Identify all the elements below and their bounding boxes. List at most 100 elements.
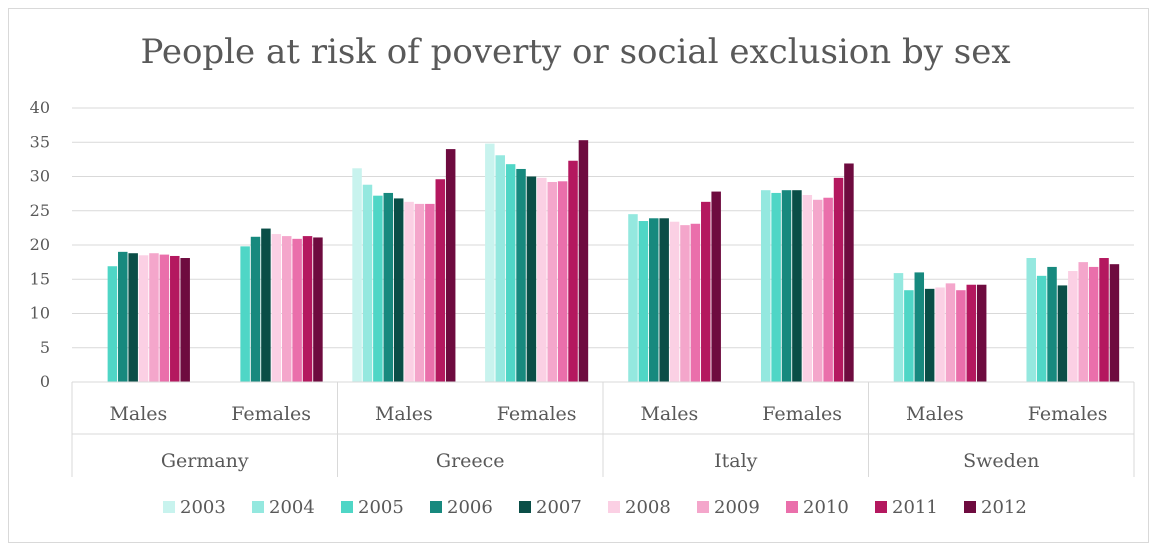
x-subcategory-label: Males [109,403,167,425]
bar [414,203,425,382]
bar [781,190,792,382]
bar [568,160,578,382]
x-subcategory-label: Males [640,403,698,425]
bar [425,203,435,382]
bar [383,192,394,382]
legend-swatch [163,501,175,513]
bar [844,163,854,382]
legend-label: 2007 [536,497,582,518]
bar [261,228,271,382]
bar [302,236,313,382]
legend-swatch [875,501,887,513]
y-axis-ticks: 0 5 10 15 20 25 30 35 40 [30,98,50,391]
y-tick-label: 15 [30,269,50,288]
bar [966,284,977,382]
y-tick-label: 10 [30,304,50,323]
y-tick-label: 0 [40,372,50,391]
bar [495,155,505,382]
bar [1036,275,1047,382]
legend-swatch [786,501,798,513]
bar [404,201,414,382]
bar [578,140,589,382]
bar [659,218,669,382]
bar [792,190,802,382]
bar [701,201,711,382]
x-group-label: Sweden [963,450,1039,472]
bar [547,181,557,382]
y-tick-label: 35 [30,132,50,151]
bar [760,190,771,382]
bar [352,168,362,382]
bars [107,140,1120,382]
bar [711,191,721,382]
bar [485,143,495,382]
bar [393,198,404,382]
bar [638,221,649,382]
bar [1057,285,1068,382]
legend-swatch [519,501,531,513]
bar [924,288,935,382]
bar [557,181,568,382]
bar [435,179,446,382]
bar [669,221,680,382]
bar [1026,258,1036,382]
bar [1078,262,1088,382]
bar [250,236,261,382]
legend-label: 2009 [714,497,760,518]
y-tick-label: 20 [30,235,50,254]
chart-title: People at risk of poverty or social excl… [140,32,1011,72]
bar [159,254,170,382]
bar [118,251,128,382]
bar [823,197,833,382]
x-subcategory-label: Females [1028,403,1108,425]
legend-swatch [430,501,442,513]
x-subcategory-label: Males [375,403,433,425]
bar [945,283,956,382]
bar [935,287,945,382]
bar [445,149,456,382]
bar [628,214,638,382]
bar [526,176,537,382]
bar [313,237,323,382]
x-subcategory-label: Females [231,403,311,425]
bar [680,225,690,382]
bar [281,236,292,382]
y-tick-label: 25 [30,201,50,220]
legend-label: 2012 [981,497,1027,518]
bar [956,290,966,382]
x-group-label: Germany [161,450,249,472]
y-tick-label: 30 [30,167,50,186]
bar [771,192,781,382]
bar [802,194,813,382]
bar [914,272,925,382]
bar [107,266,118,382]
bar [1047,266,1057,382]
legend-label: 2011 [892,497,938,518]
x-axis: Males Females Males Females Males Females Male… [71,381,1135,477]
bar [1068,271,1078,382]
legend-label: 2004 [269,497,315,518]
bar [373,195,383,382]
bar [505,164,516,382]
x-group-label: Italy [714,450,758,472]
bar [537,177,547,382]
legend-label: 2005 [358,497,404,518]
bar [1099,258,1109,382]
y-tick-label: 5 [40,338,50,357]
bar [1109,264,1120,382]
bar [893,273,904,382]
bar [271,234,282,382]
bar [516,168,526,382]
x-group-label: Greece [436,450,505,472]
bar [240,246,250,382]
legend-swatch [341,501,353,513]
legend-label: 2006 [447,497,493,518]
bar [1088,266,1099,382]
y-tick-label: 40 [30,98,50,117]
bar [170,255,180,382]
legend-label: 2008 [625,497,671,518]
bar [976,284,987,382]
bar [690,223,701,382]
bar [138,255,149,382]
